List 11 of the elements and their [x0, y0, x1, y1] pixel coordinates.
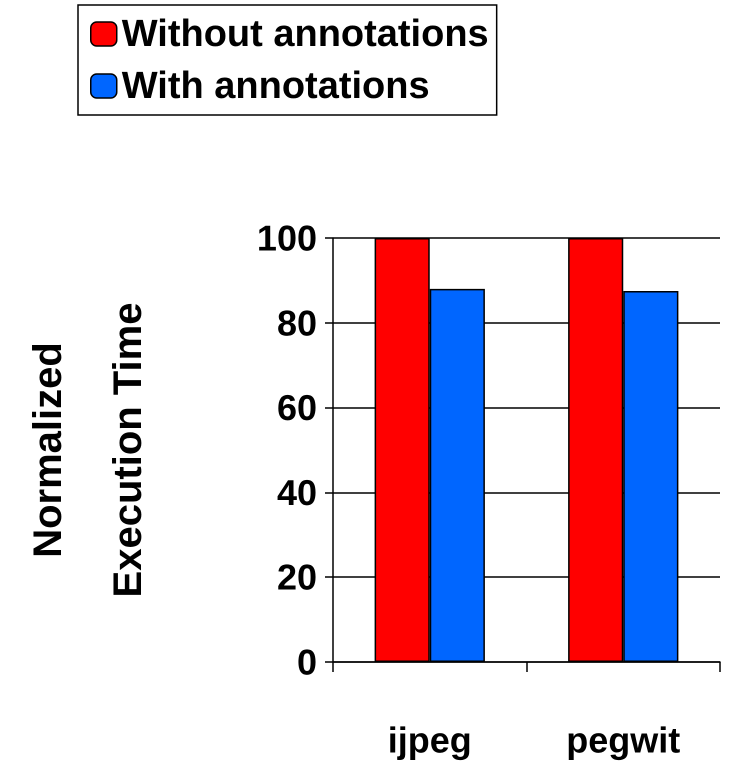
- x-tick-label: ijpeg: [388, 720, 472, 760]
- y-axis-title: Normalized Execution Time: [26, 302, 150, 598]
- legend-label: With annotations: [122, 65, 430, 107]
- y-tick-label: 20: [276, 556, 317, 598]
- y-tick-label: 40: [276, 472, 317, 513]
- y-tick-label: 60: [276, 387, 317, 428]
- x-tick-label: pegwit: [566, 720, 680, 760]
- y-tick-label: 0: [296, 642, 317, 682]
- legend-label: Without annotations: [122, 13, 489, 55]
- y-tick-label: 80: [276, 302, 317, 344]
- y-tick-label: 100: [256, 218, 317, 258]
